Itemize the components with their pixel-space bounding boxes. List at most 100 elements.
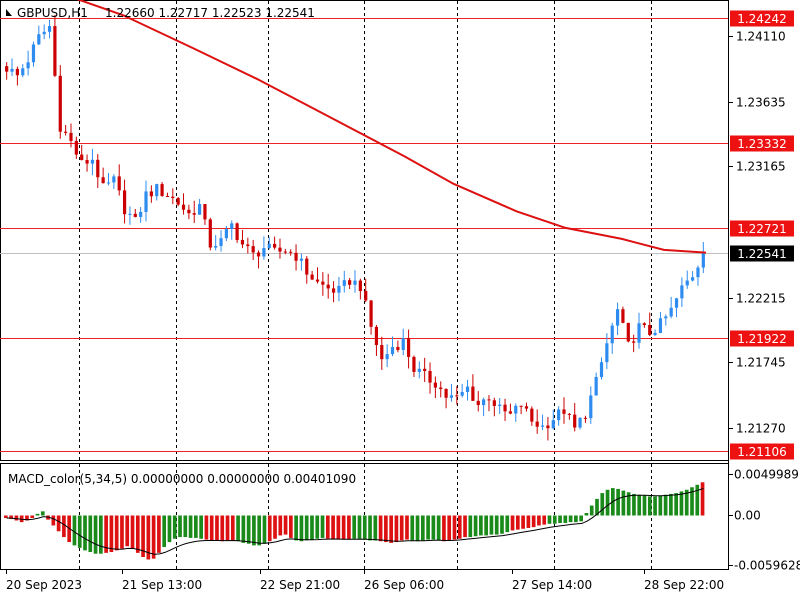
candle-body [364, 291, 368, 301]
candle [208, 217, 212, 251]
candle-body [557, 409, 561, 421]
candle-body [31, 44, 36, 63]
candle-body [197, 204, 202, 215]
macd-bar [93, 515, 98, 554]
candle [251, 239, 255, 260]
candle [455, 386, 459, 405]
time-tick-label: 21 Sep 13:00 [122, 578, 202, 592]
candle-body [321, 281, 325, 285]
candle-body [487, 399, 491, 401]
macd-bar [510, 515, 515, 531]
candle-body [530, 408, 534, 422]
candle [47, 19, 52, 39]
macd-bar [331, 515, 335, 539]
level-badge-label: 1.24242 [737, 12, 787, 26]
macd-bar [320, 515, 325, 538]
candle [637, 312, 641, 349]
candle [658, 311, 663, 334]
candle [165, 192, 170, 197]
macd-bar [616, 488, 620, 516]
candle-body [476, 400, 480, 406]
macd-bar [515, 515, 520, 530]
candle-body [401, 338, 405, 350]
candle [578, 417, 582, 430]
candle [406, 329, 411, 369]
candle [53, 14, 57, 78]
candle [642, 322, 646, 328]
macd-bar [56, 515, 61, 532]
price-tick-label: 1.24110 [736, 30, 786, 44]
candle [305, 256, 309, 284]
macd-bar [146, 515, 151, 560]
macd-bar [537, 515, 541, 526]
candle-body [42, 31, 46, 35]
candle-body [224, 228, 228, 239]
candle-body [471, 386, 475, 401]
candle [524, 402, 529, 412]
macd-bar [584, 513, 589, 516]
candle-body [192, 213, 196, 215]
macd-bar [236, 515, 240, 542]
candle [122, 179, 127, 224]
candle-body [492, 400, 496, 406]
macd-bar [394, 515, 399, 543]
macd-bar [241, 515, 246, 543]
macd-bar [77, 515, 82, 548]
candle-body [535, 421, 539, 427]
candle-body [514, 405, 518, 414]
macd-bar [167, 515, 172, 543]
candle-body [444, 388, 448, 398]
candle [696, 265, 700, 286]
candle [540, 414, 545, 431]
candle-body [374, 326, 379, 346]
price-tick-label: 1.21270 [736, 422, 786, 436]
macd-bar [621, 490, 626, 516]
macd-bar [178, 515, 182, 538]
candle-body [385, 354, 389, 360]
level-badge-label: 1.21922 [737, 332, 787, 346]
candle-body [90, 159, 95, 164]
macd-bar [30, 515, 35, 518]
macd-bar [83, 515, 87, 551]
macd-bar [473, 515, 478, 537]
macd-bar [304, 515, 309, 541]
candles-group [5, 14, 705, 441]
candle [214, 235, 218, 251]
candle [632, 334, 636, 353]
candle-body [674, 298, 679, 308]
macd-bar [368, 515, 372, 541]
macd-bar [547, 515, 552, 524]
candle [144, 180, 148, 222]
macd-bar [157, 515, 161, 553]
macd-bar [283, 515, 288, 535]
candle-body [117, 176, 121, 191]
macd-bar [9, 515, 13, 519]
macd-bar [600, 493, 605, 516]
macd-bar [378, 515, 383, 542]
price-tick-label: 1.21745 [736, 356, 786, 370]
candle [385, 344, 389, 368]
candle [396, 340, 400, 353]
candle [412, 355, 416, 377]
candle [262, 236, 266, 260]
macd-bar [336, 515, 341, 540]
candle [31, 41, 36, 67]
candle [680, 277, 684, 308]
level-badge [730, 443, 794, 460]
candle [380, 336, 384, 370]
candle-body [47, 26, 52, 32]
candle-body [262, 248, 266, 257]
candle-body [15, 68, 19, 76]
candle [583, 415, 588, 423]
candle [551, 409, 555, 430]
candle [240, 230, 245, 249]
candle [449, 384, 454, 402]
candle [423, 357, 427, 382]
candle-body [412, 356, 416, 372]
macd-bar [653, 496, 657, 516]
candle-body [37, 34, 41, 45]
price-tick-label: 1.23635 [736, 96, 786, 110]
candle-body [680, 285, 684, 299]
macd-bar [325, 515, 330, 539]
